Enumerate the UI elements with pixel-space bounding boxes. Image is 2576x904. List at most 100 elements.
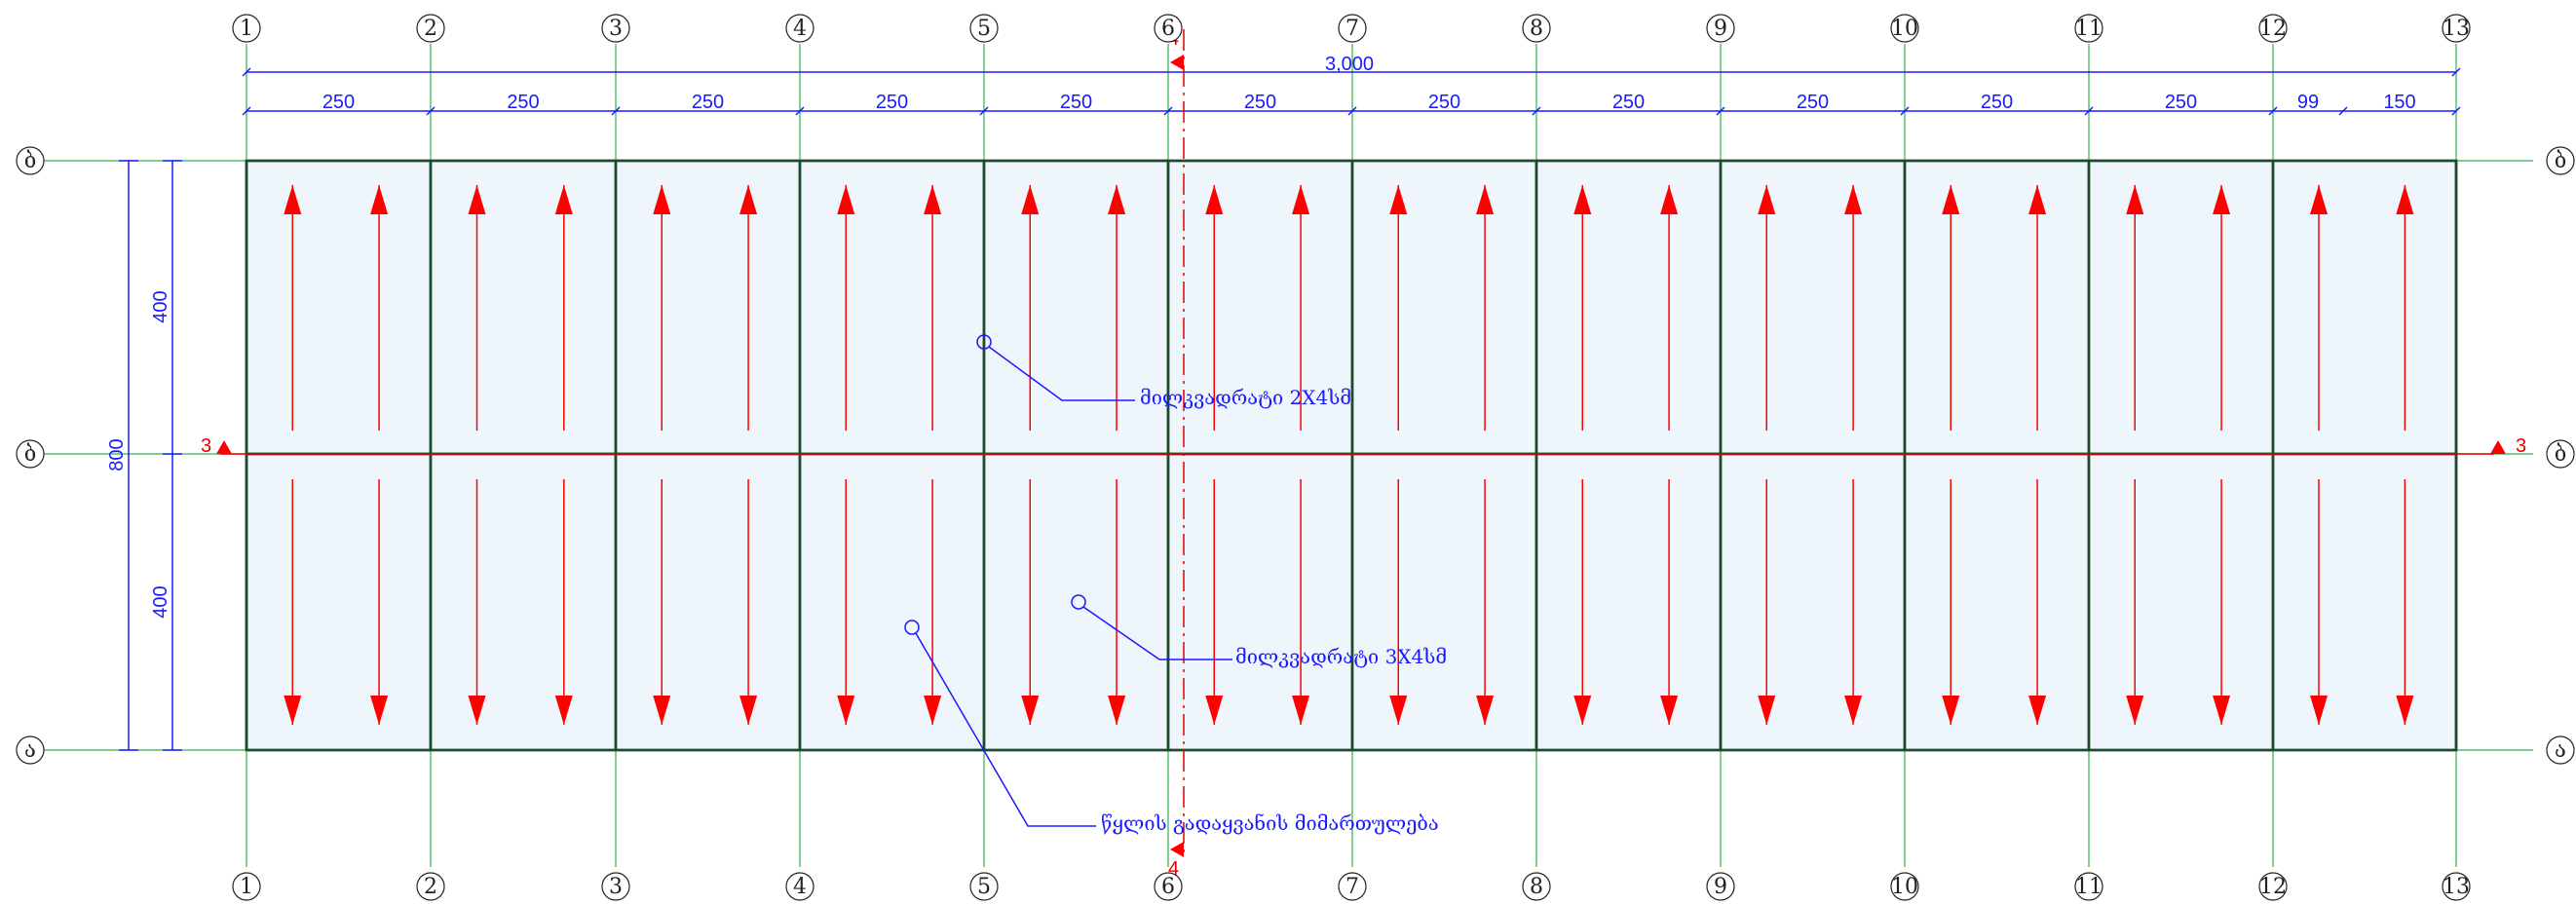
axis-bubble-label: ა [24,738,36,763]
red-arrow-icon [554,479,573,725]
roof-panel [614,452,802,752]
roof-panel [1534,452,1723,752]
red-arrow-icon [739,185,758,431]
column-axis-bubble-top: 10 [1890,14,1919,43]
arrow-head [1389,185,1408,214]
axis-bubble-circle [2258,14,2288,43]
arrow-head [2213,185,2231,214]
axis-bubble-circle [601,14,630,43]
axis-bubble-circle [785,872,814,901]
axis-bubble-circle [16,439,45,469]
arrow-head [554,696,573,725]
axis-bubble-circle [2546,146,2575,175]
axis-bubble-circle [1154,872,1183,901]
section-3-left-label: 3 [201,435,211,457]
red-arrow-icon [1021,479,1040,725]
red-arrow-icon [1758,185,1776,431]
arrow-head [924,185,942,214]
arrow-head [1021,696,1040,725]
axis-bubble-circle [416,872,445,901]
span-dimension-label: 99 [2297,92,2319,113]
arrow-head [1844,185,1863,214]
column-axis-bubble-top: 9 [1706,14,1735,43]
roof-panel [614,159,802,456]
arrow-head [2310,185,2328,214]
red-arrow-icon [837,185,855,431]
arrow-head [1389,696,1408,725]
span-dimension-label: 250 [1428,92,1460,113]
arrow-head [284,696,302,725]
callout-label: მილკვადრატი 2X4სმ [1140,386,1351,409]
arrow-head [1573,185,1592,214]
red-arrow-icon [653,185,671,431]
axis-bubble-circle [1338,872,1367,901]
slope-arrows [284,185,2414,725]
left-overall-dimension: 800 [106,160,138,751]
axis-bubble-circle [2442,872,2471,901]
axis-bubble-circle [1522,872,1551,901]
red-arrow-icon [1660,479,1679,725]
red-arrow-icon [468,479,486,725]
red-arrow-icon [2396,479,2414,725]
roof-panel [1903,159,2091,456]
dimension-tick [2338,106,2348,116]
arrow-head [1205,185,1224,214]
roof-panel [1534,159,1723,456]
span-dimension-label: 250 [1797,92,1829,113]
red-triangle-icon [1170,55,1184,70]
red-arrow-icon [1108,185,1126,431]
roof-panel [798,452,986,752]
column-axis-bubble-top: 11 [2074,14,2103,43]
arrow-head [1476,696,1495,725]
column-axis-bubble-top: 4 [785,14,814,43]
roof-panel [2271,452,2458,752]
red-arrow-icon [924,185,942,431]
red-arrow-icon [1292,479,1310,725]
arrow-head [1758,185,1776,214]
red-arrow-icon [739,479,758,725]
axis-bubble-circle [1706,872,1735,901]
arrow-head [1021,185,1040,214]
red-arrow-icon [924,479,942,725]
axis-bubble-label: ბ [24,149,37,173]
dimension-tick [242,67,251,77]
red-arrow-icon [1389,185,1408,431]
section-3-right-label: 3 [2516,435,2526,457]
column-axis-bubble-bottom: 6 [1154,872,1183,901]
red-arrow-icon [2213,185,2231,431]
red-arrow-icon [837,479,855,725]
axis-bubble-label: 1 [240,875,253,899]
axis-bubble-label: 5 [977,875,991,899]
axis-bubble-label: 6 [1161,17,1175,41]
red-arrow-icon [1205,479,1224,725]
axis-bubble-circle [2442,14,2471,43]
arrow-head [1205,696,1224,725]
red-arrow-icon [2126,185,2144,431]
axis-bubble-circle [2546,439,2575,469]
axis-bubble-circle [2546,735,2575,765]
column-axis-bubble-top: 6 [1154,14,1183,43]
column-axis-bubble-bottom: 3 [601,872,630,901]
arrow-head [1942,185,1960,214]
arrow-head [1573,696,1592,725]
dimension-tick [1163,106,1173,116]
axis-bubble-label: 3 [609,875,623,899]
column-axis-bubble-bottom: 5 [969,872,999,901]
axis-bubble-label: 2 [424,875,437,899]
arrow-head [468,185,486,214]
column-axis-bubble-bottom: 9 [1706,872,1735,901]
column-axis-bubble-top: 5 [969,14,999,43]
axis-bubble-circle [16,146,45,175]
span-dimension-label: 250 [507,92,539,113]
axis-bubble-label: 3 [609,17,623,41]
roof-panel [245,159,433,456]
left-span-label: 400 [150,585,171,618]
roof-panels [245,159,2458,752]
roof-panel [429,452,618,752]
axis-bubble-label: ბ [2555,149,2567,173]
axis-bubble-label: 12 [2259,875,2287,899]
arrow-head [2028,696,2047,725]
arrow-head [2310,696,2328,725]
arrow-head [739,696,758,725]
